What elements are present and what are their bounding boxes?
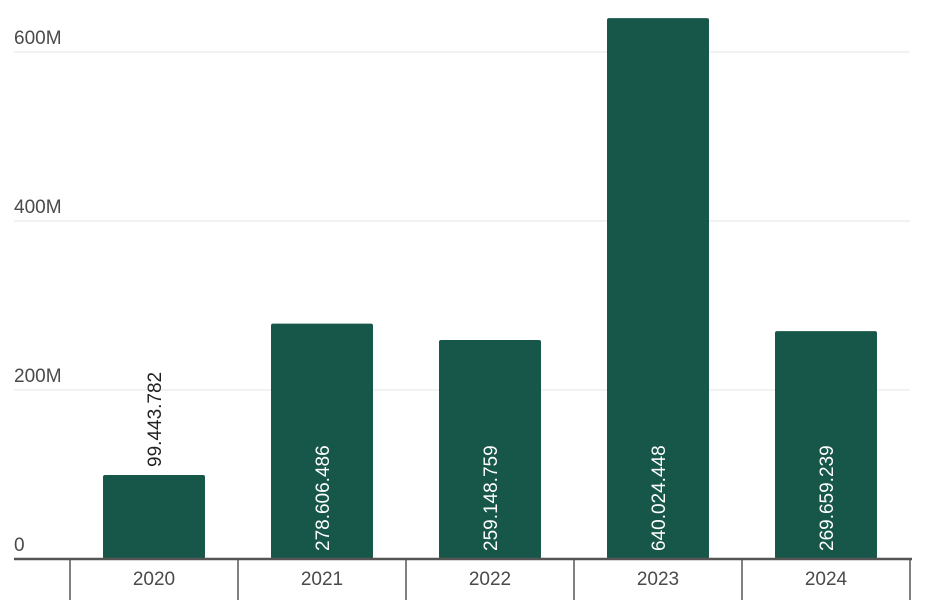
data-label: 269.659.239 — [817, 445, 838, 551]
y-tick-label: 200M — [14, 366, 62, 387]
x-tick-label: 2020 — [133, 569, 175, 590]
data-label: 99.443.782 — [145, 372, 166, 467]
data-label: 278.606.486 — [313, 445, 334, 551]
data-label: 640.024.448 — [649, 445, 670, 551]
x-tick-label: 2021 — [301, 569, 343, 590]
bars — [103, 18, 877, 560]
data-label: 259.148.759 — [481, 445, 502, 551]
y-tick-label: 400M — [14, 197, 62, 218]
x-axis-ticks: 2020 2021 2022 2023 2024 — [133, 569, 848, 590]
bar — [439, 340, 541, 559]
y-axis-ticks: 0 200M 400M 600M — [14, 28, 62, 556]
bar — [775, 331, 877, 559]
x-tick-label: 2022 — [469, 569, 511, 590]
x-axis — [14, 557, 912, 600]
x-tick-label: 2024 — [805, 569, 848, 590]
y-tick-label: 0 — [14, 535, 25, 556]
bar — [103, 474, 205, 559]
data-labels: 99.443.782 278.606.486 259.148.759 640.024.… — [145, 372, 838, 551]
y-tick-label: 600M — [14, 28, 62, 49]
bar — [271, 323, 373, 559]
x-tick-label: 2023 — [637, 569, 679, 590]
bar — [607, 18, 709, 560]
